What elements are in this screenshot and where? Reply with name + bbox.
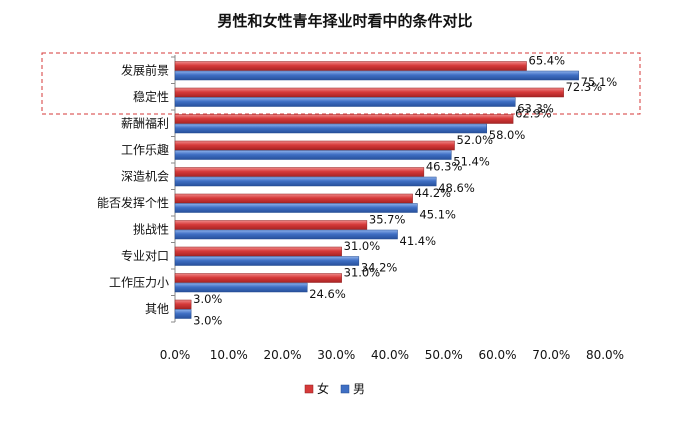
bar-female xyxy=(174,299,192,310)
data-label: 51.4% xyxy=(453,155,490,169)
data-label: 35.7% xyxy=(369,213,406,227)
category-label: 其他 xyxy=(145,302,169,316)
data-label: 48.6% xyxy=(438,181,475,195)
bar-male xyxy=(174,176,437,187)
x-tick-label: 20.0% xyxy=(263,348,301,362)
bar-male xyxy=(174,203,418,213)
data-label: 31.0% xyxy=(344,239,381,253)
bar-female xyxy=(174,193,413,204)
bar-male xyxy=(174,256,360,266)
bar-male xyxy=(174,282,308,293)
x-tick-label: 0.0% xyxy=(160,348,191,362)
bar-female xyxy=(174,246,342,257)
category-label: 能否发挥个性 xyxy=(97,195,169,210)
data-label: 24.6% xyxy=(309,287,346,301)
category-label: 发展前景 xyxy=(121,62,169,77)
data-label: 63.3% xyxy=(517,102,554,116)
x-tick-label: 70.0% xyxy=(532,348,570,362)
bar-male xyxy=(174,123,487,134)
data-label: 58.0% xyxy=(489,128,526,142)
x-tick-label: 80.0% xyxy=(586,348,624,362)
bar-female xyxy=(174,114,514,124)
data-label: 75.1% xyxy=(581,75,618,89)
bar-female xyxy=(174,220,368,230)
data-label: 41.4% xyxy=(400,234,437,248)
legend-label: 女 xyxy=(317,381,329,396)
legend-label: 男 xyxy=(353,382,365,396)
bar-male xyxy=(174,70,579,81)
bar-female xyxy=(174,61,527,71)
data-label: 65.4% xyxy=(529,54,566,68)
bar-female xyxy=(174,167,425,177)
category-label: 薪酬福利 xyxy=(121,115,169,130)
legend-swatch-male xyxy=(340,384,350,394)
data-label: 72.3% xyxy=(566,80,603,94)
data-label: 44.2% xyxy=(415,186,452,200)
data-label: 3.0% xyxy=(193,292,222,306)
legend-swatch-female xyxy=(304,384,314,394)
bar-male xyxy=(174,150,452,160)
category-label: 专业对口 xyxy=(121,248,169,263)
x-tick-label: 60.0% xyxy=(478,348,516,362)
data-label: 34.2% xyxy=(361,261,398,275)
data-label: 52.0% xyxy=(457,133,494,147)
chart-title: 男性和女性青年择业时看中的条件对比 xyxy=(217,12,472,30)
bar-male xyxy=(174,229,398,240)
data-label: 46.3% xyxy=(426,160,463,174)
category-label: 深造机会 xyxy=(121,169,169,183)
x-tick-label: 50.0% xyxy=(425,348,463,362)
x-tick-label: 40.0% xyxy=(371,348,409,362)
bar-female xyxy=(174,273,342,283)
category-label: 工作乐趣 xyxy=(121,142,169,157)
bar-female xyxy=(174,140,455,151)
category-label: 稳定性 xyxy=(133,89,169,104)
x-tick-label: 10.0% xyxy=(210,348,248,362)
x-tick-label: 30.0% xyxy=(317,348,355,362)
bar-female xyxy=(174,87,564,98)
data-label: 45.1% xyxy=(419,208,456,222)
bar-male xyxy=(174,97,516,107)
data-label: 3.0% xyxy=(193,314,222,328)
category-label: 工作压力小 xyxy=(109,275,169,289)
data-label: 31.0% xyxy=(344,266,381,280)
category-label: 挑战性 xyxy=(133,222,169,236)
bar-male xyxy=(174,309,192,319)
